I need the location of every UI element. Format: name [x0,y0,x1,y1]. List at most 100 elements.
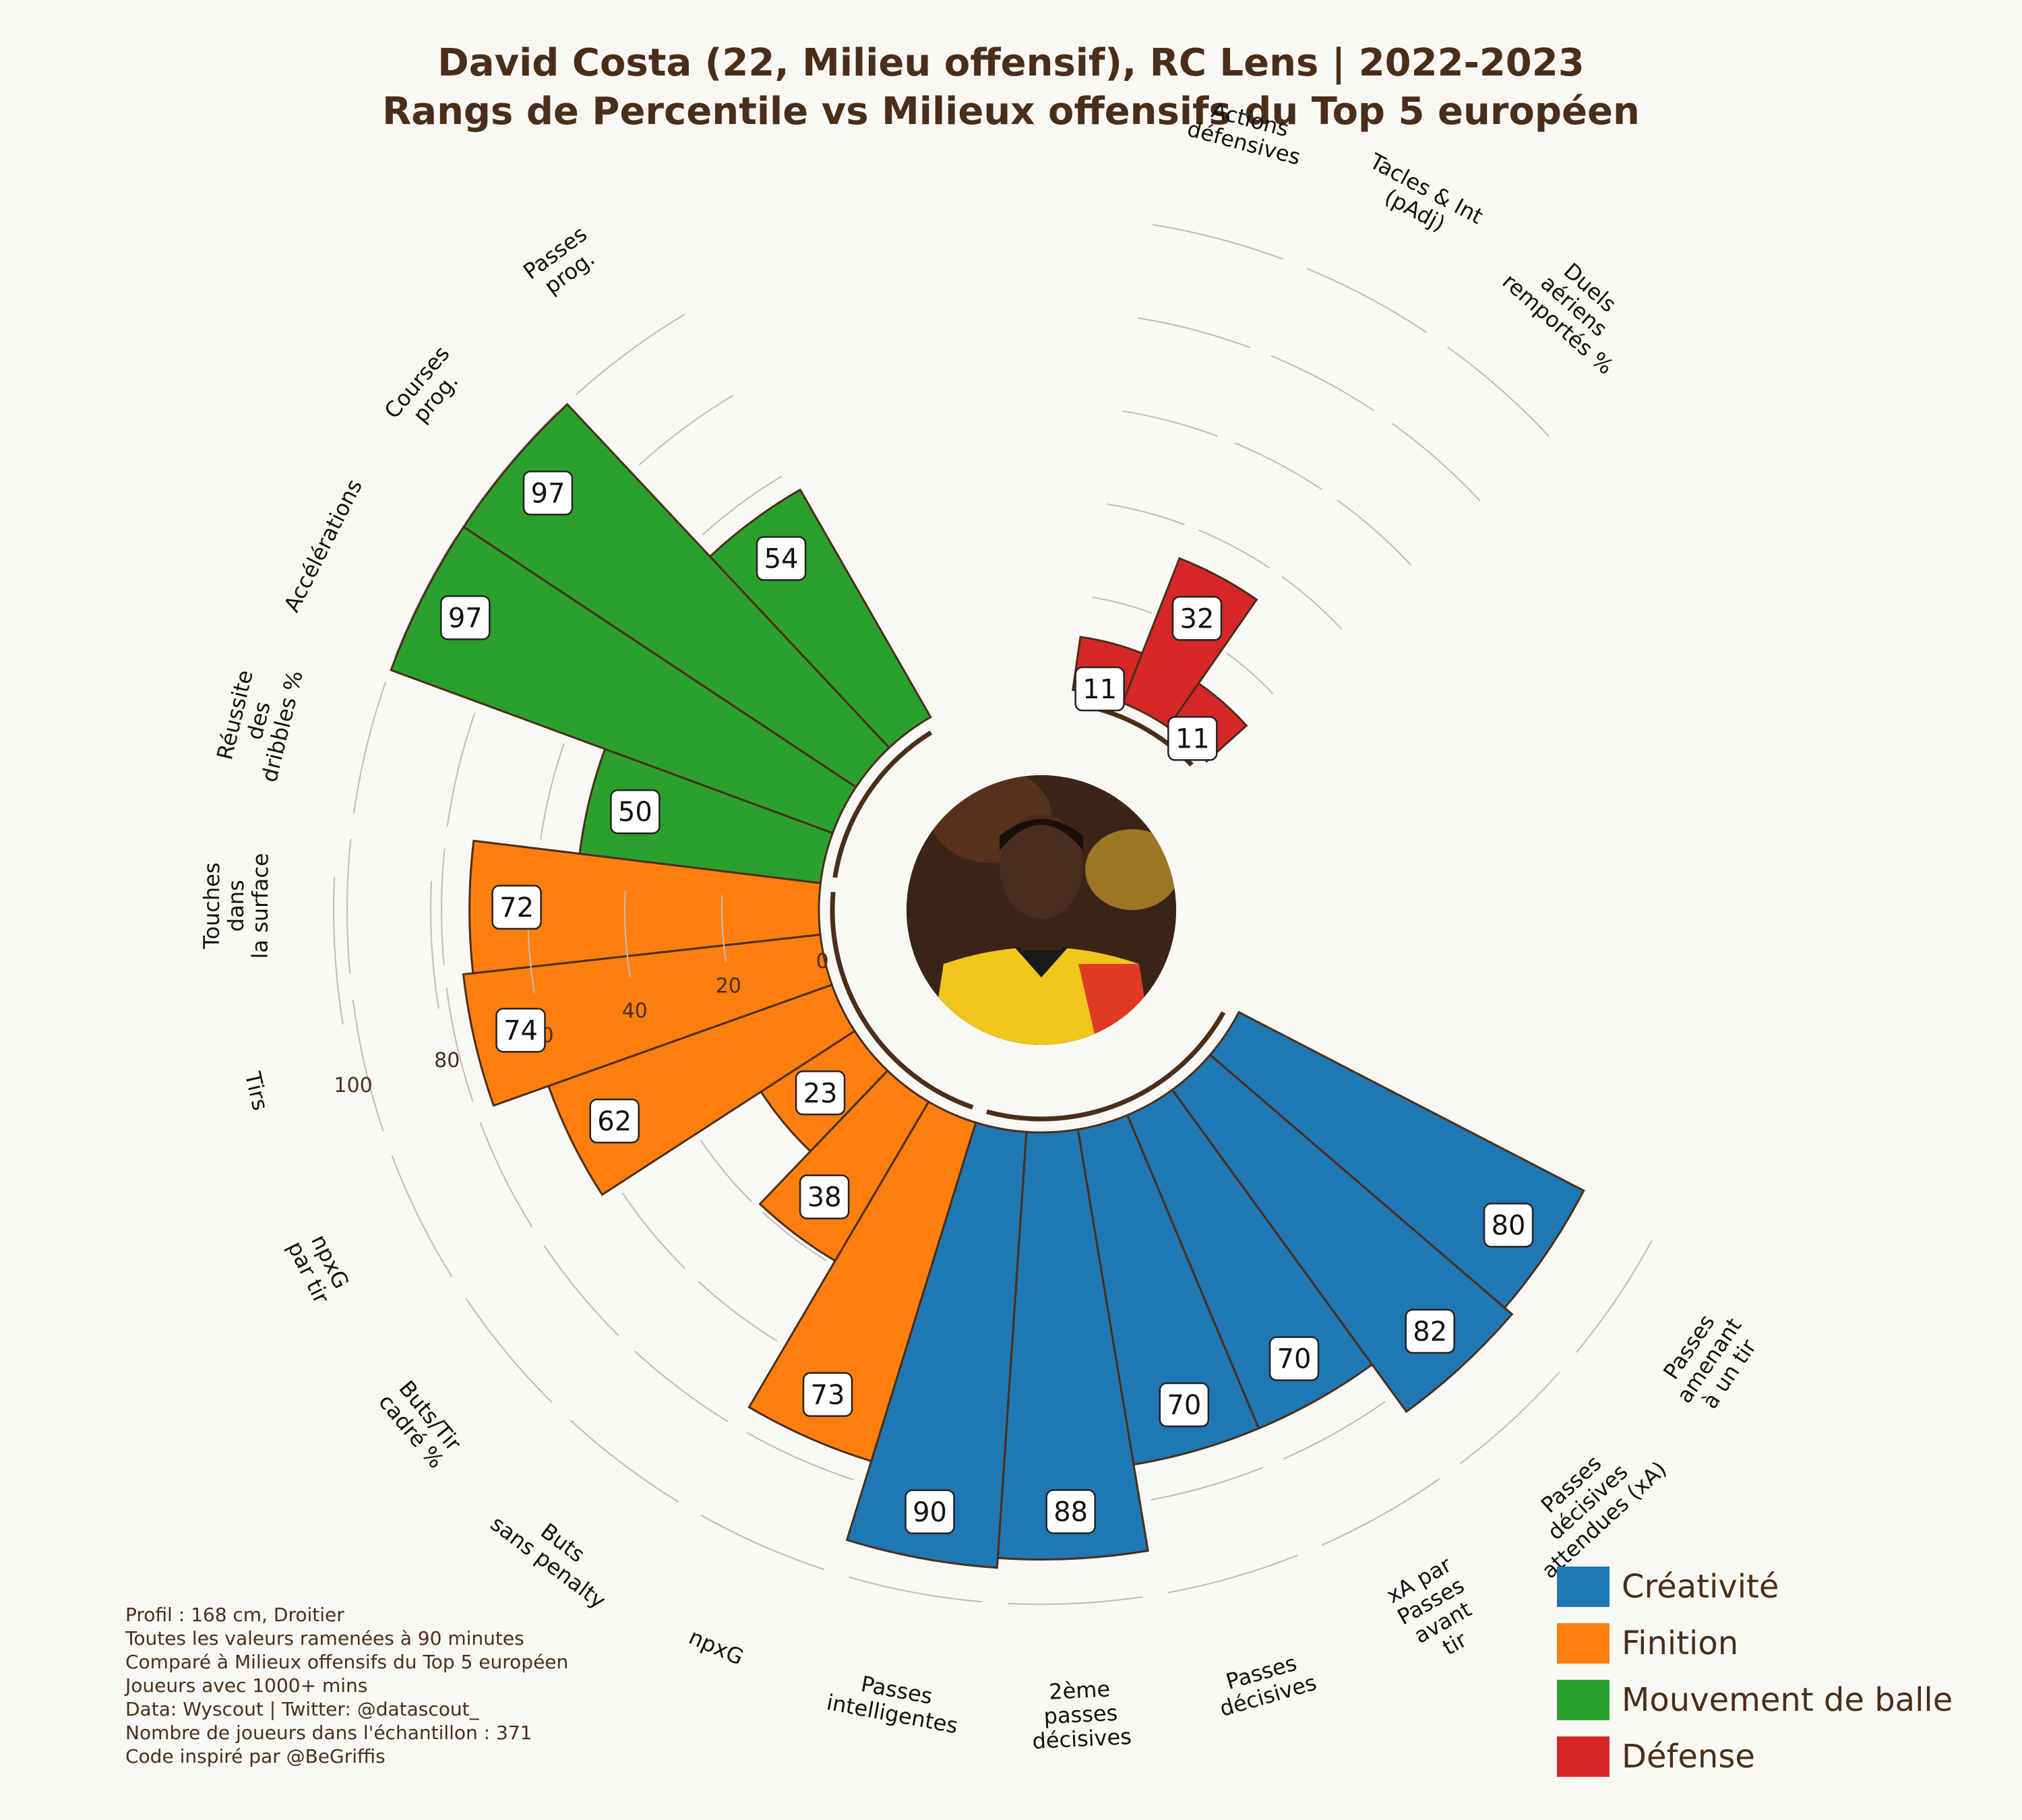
category-label: Tirs [239,1069,273,1113]
grid-arc [1459,1371,1560,1465]
value-label: 97 [440,595,491,640]
grid-arc [700,1514,825,1571]
rtick-label: 100 [334,1074,372,1097]
value-label-text: 23 [803,1078,838,1109]
grid-arc [1151,1467,1264,1501]
bar-14 [390,525,858,835]
grid-arc [698,1281,778,1342]
grid-arc [1392,423,1481,502]
value-label-text: 54 [764,543,799,574]
legend-item: Défense [1557,1728,1953,1785]
footer-line: Data: Wyscout | Twitter: @datascout_ [125,1698,479,1720]
value-label: 38 [799,1174,850,1219]
grid-arc [465,1298,553,1403]
category-label: Tacles & Int(pAdj) [1365,148,1487,237]
grid-arc [1283,1401,1386,1460]
value-label-text: 97 [448,603,483,634]
value-label-text: 97 [531,478,565,509]
grid-arc [346,839,352,974]
value-label-box [1045,1489,1096,1534]
legend-label: Défense [1622,1738,1755,1776]
value-label-text: 88 [1053,1497,1088,1528]
legend-item: Mouvement de balle [1557,1672,1953,1728]
value-label: 70 [1159,1382,1210,1428]
rtick-label: 0 [816,950,829,973]
value-label: 97 [522,471,574,516]
grid-arc [1337,499,1412,566]
rtick-label: 20 [716,975,741,998]
grid-arc [570,1420,679,1503]
group-arc [832,730,933,878]
category-label-line: passes [1043,1700,1118,1729]
category-label-line: npxG [685,1624,747,1670]
grid-arc [700,1139,752,1203]
grid-arc [1234,442,1322,490]
value-label-text: 73 [811,1380,845,1411]
grid-arc [1137,317,1251,348]
grid-arc [1321,1478,1440,1546]
value-label: 74 [495,1008,546,1053]
grid-arc [1152,224,1284,260]
grid-arc [1007,1596,1143,1605]
value-label-text: 72 [499,892,534,923]
category-label-line: Touches [199,862,225,949]
value-label-text: 70 [1167,1390,1201,1421]
value-label: 80 [1483,1203,1534,1248]
value-label-box [1074,666,1125,712]
bar-12 [468,839,822,975]
category-label-line: Accélérations [279,475,367,616]
grid-arc [543,1245,619,1337]
value-label-box [1159,1382,1210,1428]
footer-line: Profil : 168 cm, Droitier [125,1604,344,1626]
value-label-text: 80 [1492,1210,1526,1241]
grid-arc [469,412,558,516]
grid-arc [1576,1240,1653,1353]
legend-label: Créativité [1622,1568,1779,1606]
group-arc [986,1011,1226,1122]
category-label: npxG [685,1624,747,1670]
bar-11 [462,933,834,1108]
value-label-box [1167,716,1218,761]
grid-arc [746,1432,855,1481]
category-label-line: la surface [247,853,274,959]
legend: Créativité Finition Mouvement de balle D… [1557,1558,1953,1785]
grid-arc [575,313,685,396]
footer-line: Nombre de joueurs dans l'échantillon : 3… [125,1722,532,1744]
value-labels: 80 82 70 70 88 90 73 38 23 62 74 72 50 97 97 54 11 32 11 [440,471,1534,1535]
value-label: 70 [1268,1336,1320,1381]
value-label: 88 [1045,1489,1096,1534]
category-label-line: décisives [1032,1724,1132,1754]
value-label: 11 [1167,716,1218,761]
footer-line: Joueurs avec 1000+ mins [125,1674,368,1697]
legend-swatch [1557,1680,1610,1720]
grid-arc [1281,576,1343,630]
grid-arc [1198,529,1270,569]
value-label-text: 70 [1277,1344,1312,1375]
footer-line: Comparé à Milieux offensifs du Top 5 eur… [125,1651,569,1673]
value-label-text: 90 [913,1497,947,1528]
grid-arc [479,1122,533,1227]
value-label-box [610,789,661,835]
grid-arc [621,1192,686,1269]
value-label: 54 [756,536,807,581]
bar-6 [845,1121,1028,1569]
value-label-box [440,595,491,640]
value-label: 62 [589,1098,640,1144]
value-label: 72 [491,884,542,930]
category-label-line: dans [223,880,249,932]
value-label-text: 38 [807,1182,842,1213]
rtick-label: 40 [622,999,648,1023]
value-label: 73 [802,1372,853,1418]
value-label-box [589,1098,640,1144]
value-label: 11 [1074,666,1125,712]
grid-arc [1092,597,1153,614]
